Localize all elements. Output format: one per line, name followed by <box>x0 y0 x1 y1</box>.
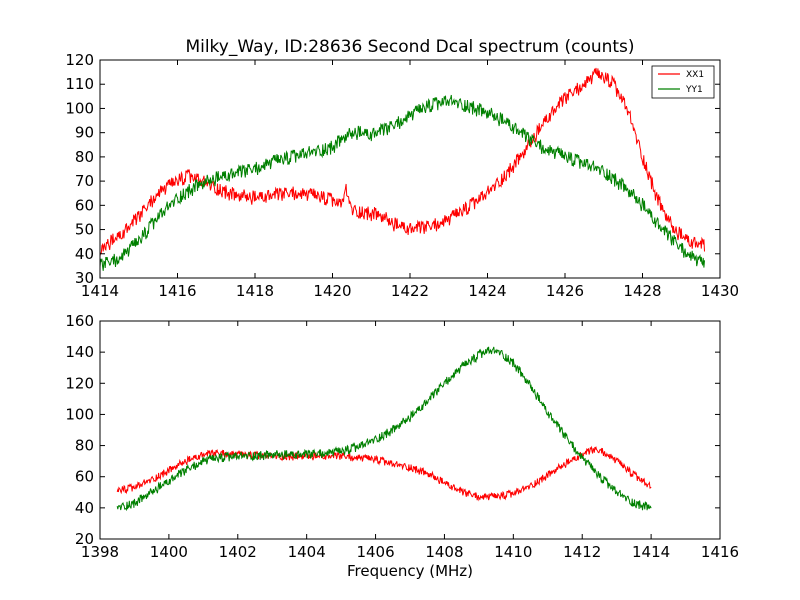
y-tick-label: 90 <box>75 124 94 142</box>
x-tick-label: 1404 <box>288 543 326 561</box>
legend-box <box>651 65 715 99</box>
y-tick-label: 120 <box>65 51 94 69</box>
plot-area: 1414 1416 1418 1420 1422 1424 1426 1428 1430 30 40… <box>65 51 739 300</box>
x-tick-label: 1414 <box>81 282 119 300</box>
x-tick-label: 1414 <box>632 543 670 561</box>
y-tick-label: 70 <box>75 172 94 190</box>
axes-frame <box>99 59 721 279</box>
y-tick-label: 40 <box>75 245 94 263</box>
x-tick-label: 1426 <box>546 282 584 300</box>
y-tick-label: 140 <box>65 343 94 361</box>
legend: XX1 YY1 <box>651 65 715 99</box>
x-tick-label: 1430 <box>701 282 739 300</box>
x-tick-label: 1408 <box>425 543 463 561</box>
legend-label-yy1: YY1 <box>685 85 703 95</box>
x-tick-label: 1416 <box>701 543 739 561</box>
x-tick-label: 1428 <box>623 282 661 300</box>
y-tick-label: 50 <box>75 221 94 239</box>
bottom-spectrum-panel: 1398 1400 1402 1404 1406 1408 1410 1412 1414 1416… <box>65 312 739 580</box>
y-tick-label: 60 <box>75 468 94 486</box>
chart-title: Milky_Way, ID:28636 Second Dcal spectrum… <box>185 37 634 57</box>
y-tick-label: 160 <box>65 312 94 330</box>
series-layer <box>116 346 652 512</box>
y-tick-label: 80 <box>75 437 94 455</box>
legend-label-xx1: XX1 <box>686 70 704 80</box>
series-layer <box>99 67 705 271</box>
x-tick-label: 1424 <box>468 282 506 300</box>
x-tick-label: 1420 <box>313 282 351 300</box>
y-tick-label: 100 <box>65 99 94 117</box>
x-tick-label: 1422 <box>391 282 429 300</box>
plot-area: 1398 1400 1402 1404 1406 1408 1410 1412 1414 1416… <box>65 312 739 561</box>
x-tick-label: 1398 <box>81 543 119 561</box>
y-tick-label: 40 <box>75 499 94 517</box>
series-line-yy1 <box>99 94 705 271</box>
y-tick-label: 30 <box>75 269 94 287</box>
y-tick-label: 100 <box>65 405 94 423</box>
x-tick-label: 1412 <box>563 543 601 561</box>
x-tick-label: 1400 <box>150 543 188 561</box>
y-tick-label: 110 <box>65 75 94 93</box>
y-tick-label: 60 <box>75 196 94 214</box>
x-tick-label: 1416 <box>158 282 196 300</box>
series-line-xx1 <box>99 67 705 257</box>
y-tick-label: 80 <box>75 148 94 166</box>
series-line-xx1 <box>116 445 652 502</box>
x-tick-label: 1406 <box>356 543 394 561</box>
tick-layer: 1414 1416 1418 1420 1422 1424 1426 1428 1430 30 40… <box>65 51 739 300</box>
series-line-yy1 <box>116 346 652 512</box>
top-spectrum-panel: 1414 1416 1418 1420 1422 1424 1426 1428 1430 30 40… <box>65 51 739 300</box>
y-tick-label: 120 <box>65 374 94 392</box>
x-tick-label: 1418 <box>236 282 274 300</box>
x-tick-label: 1402 <box>219 543 257 561</box>
axes-frame <box>99 320 721 540</box>
x-axis-label: Frequency (MHz) <box>347 562 473 580</box>
tick-layer: 1398 1400 1402 1404 1406 1408 1410 1412 1414 1416… <box>65 312 739 561</box>
x-tick-label: 1410 <box>494 543 532 561</box>
y-tick-label: 20 <box>75 530 94 548</box>
